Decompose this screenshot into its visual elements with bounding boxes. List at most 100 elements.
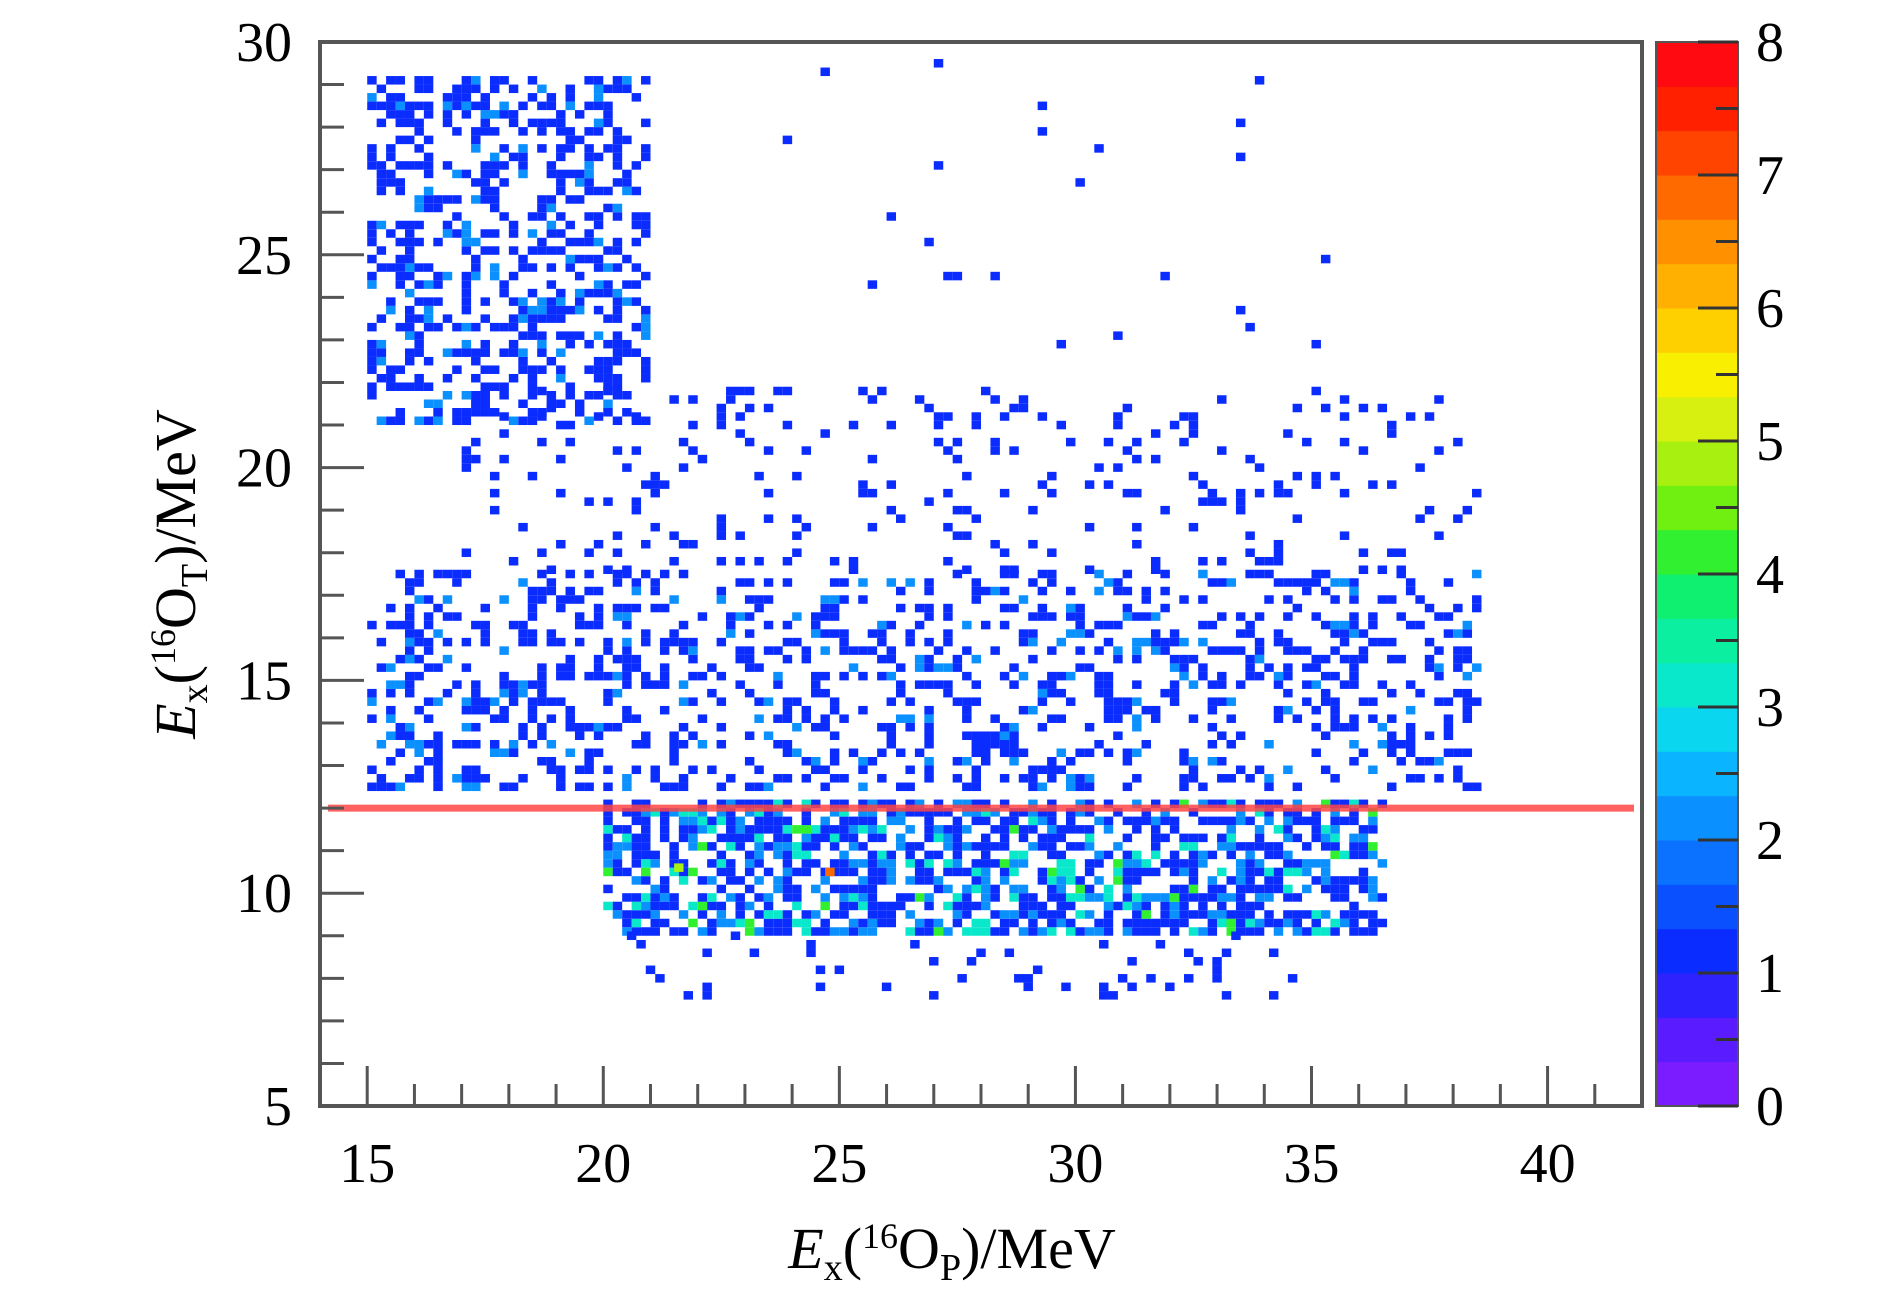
- heatmap-bin: [1009, 757, 1019, 766]
- heatmap-bin: [726, 629, 736, 638]
- heatmap-bin: [726, 799, 736, 809]
- heatmap-bin: [452, 408, 462, 417]
- heatmap-bin: [943, 688, 953, 698]
- heatmap-bin: [1302, 680, 1312, 689]
- heatmap-bin: [631, 161, 642, 170]
- heatmap-bin: [574, 612, 585, 621]
- heatmap-bin: [1405, 705, 1416, 715]
- heatmap-bin: [1160, 918, 1170, 928]
- heatmap-bin: [952, 833, 963, 843]
- heatmap-bin: [433, 399, 443, 409]
- heatmap-bin: [395, 654, 405, 664]
- heatmap-bin: [593, 722, 604, 732]
- heatmap-bin: [1349, 901, 1359, 911]
- heatmap-bin: [386, 229, 396, 238]
- heatmap-bin: [1084, 825, 1095, 834]
- heatmap-bin: [749, 948, 760, 958]
- heatmap-bin: [499, 101, 509, 111]
- heatmap-bin: [1084, 522, 1095, 532]
- heatmap-bin: [1122, 850, 1133, 860]
- heatmap-bin: [423, 305, 434, 315]
- heatmap-bin: [480, 629, 490, 638]
- heatmap-bin: [848, 859, 859, 868]
- heatmap-bin: [867, 918, 878, 928]
- heatmap-bin: [1009, 884, 1019, 894]
- heatmap-bin: [1094, 876, 1104, 885]
- heatmap-bin: [877, 825, 887, 834]
- heatmap-bin: [452, 680, 462, 689]
- heatmap-bin: [962, 697, 972, 706]
- heatmap-bin: [584, 416, 594, 426]
- heatmap-bin: [641, 680, 651, 689]
- heatmap-bin: [1226, 774, 1236, 783]
- heatmap-bin: [1254, 646, 1265, 655]
- heatmap-bin: [820, 595, 830, 604]
- heatmap-bin: [744, 808, 755, 817]
- heatmap-bin: [631, 799, 642, 809]
- heatmap-bin: [1264, 816, 1274, 826]
- heatmap-bin: [1453, 603, 1463, 613]
- heatmap-bin: [839, 867, 849, 877]
- heatmap-bin: [641, 901, 651, 911]
- heatmap-bin: [395, 161, 405, 170]
- heatmap-bin: [1349, 612, 1359, 621]
- heatmap-bin: [1084, 893, 1095, 902]
- heatmap-bin: [461, 101, 472, 111]
- heatmap-bin: [518, 522, 528, 532]
- heatmap-bin: [1339, 578, 1350, 587]
- heatmap-bin: [678, 859, 689, 868]
- heatmap-bin: [395, 220, 405, 230]
- heatmap-bin: [622, 680, 632, 689]
- heatmap-bin: [367, 322, 377, 332]
- heatmap-bin: [806, 948, 816, 958]
- heatmap-bin: [1122, 782, 1133, 792]
- heatmap-bin: [1264, 867, 1274, 877]
- heatmap-bin: [546, 229, 557, 238]
- heatmap-bin: [423, 161, 434, 170]
- heatmap-bin: [858, 876, 868, 885]
- heatmap-bin: [631, 901, 642, 911]
- heatmap-bin: [990, 842, 1000, 851]
- heatmap-bin: [754, 471, 764, 481]
- heatmap-bin: [1056, 420, 1066, 430]
- heatmap-bin: [839, 893, 849, 902]
- heatmap-bin: [527, 331, 538, 340]
- heatmap-bin: [367, 714, 377, 723]
- heatmap-bin: [886, 918, 897, 928]
- heatmap-bin: [678, 637, 689, 647]
- heatmap-bin: [1113, 578, 1123, 587]
- heatmap-bin: [981, 731, 991, 740]
- heatmap-bin: [811, 927, 821, 936]
- heatmap-bin: [1132, 859, 1142, 868]
- heatmap-bin: [584, 782, 594, 792]
- heatmap-bin: [414, 748, 424, 758]
- heatmap-bin: [811, 799, 821, 809]
- heatmap-bin: [763, 697, 774, 706]
- heatmap-bin: [537, 688, 547, 698]
- heatmap-bin: [1358, 867, 1369, 877]
- heatmap-bin: [839, 578, 849, 587]
- heatmap-bin: [1396, 757, 1406, 766]
- heatmap-bin: [1311, 748, 1321, 758]
- heatmap-bin: [1330, 893, 1340, 902]
- heatmap-bin: [716, 412, 727, 421]
- heatmap-bin: [933, 420, 944, 430]
- heatmap-bin: [933, 412, 944, 421]
- heatmap-bin: [404, 220, 415, 230]
- heatmap-bin: [1264, 569, 1274, 579]
- heatmap-bin: [1065, 757, 1076, 766]
- heatmap-bin: [971, 420, 981, 430]
- heatmap-bin: [896, 603, 906, 613]
- heatmap-bin: [801, 833, 812, 843]
- heatmap-bin: [1226, 842, 1236, 851]
- heatmap-bin: [461, 722, 472, 732]
- heatmap-bin: [1330, 833, 1340, 843]
- heatmap-bin: [962, 782, 972, 792]
- heatmap-bin: [867, 876, 878, 885]
- heatmap-bin: [829, 884, 840, 894]
- heatmap-bin: [811, 757, 821, 766]
- heatmap-bin: [1188, 910, 1199, 919]
- heatmap-bin: [659, 833, 670, 843]
- heatmap-bin: [1311, 386, 1321, 396]
- heatmap-bin: [1235, 884, 1246, 894]
